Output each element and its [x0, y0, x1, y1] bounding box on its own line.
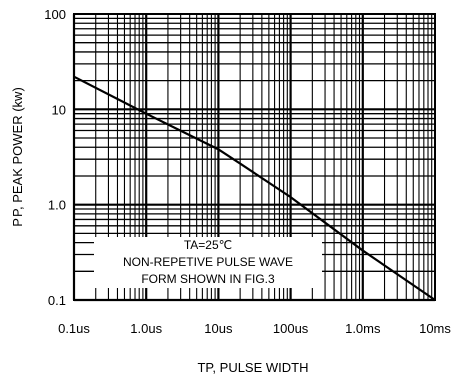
- y-axis-label: P P, PEAK POWER (kw): [10, 87, 25, 227]
- y-tick-label: 0.1: [48, 293, 66, 308]
- annotation-line-1: NON-REPETIVE PULSE WAVE: [122, 255, 294, 269]
- plot-frame: [73, 13, 436, 301]
- x-tick-label: 0.1us: [58, 321, 90, 336]
- y-tick-label: 1.0: [48, 198, 66, 213]
- x-tick-label: 1.0ms: [345, 321, 381, 336]
- x-tick-label: 100us: [273, 321, 309, 336]
- x-tick-label: 10us: [204, 321, 233, 336]
- y-tick-label: 10: [52, 102, 66, 117]
- annotation-box: TA=25℃ NON-REPETIVE PULSE WAVE FORM SHOW…: [94, 237, 322, 288]
- series-line: [73, 75, 436, 301]
- y-tick-labels: 0.1 1.0 10 100: [44, 7, 66, 308]
- x-axis-label: TP, PULSE WIDTH: [197, 360, 308, 375]
- annotation-condition: TA=25℃: [183, 238, 233, 252]
- x-tick-label: 10ms: [419, 321, 451, 336]
- x-tick-labels: 0.1us 1.0us 10us 100us 1.0ms 10ms: [58, 321, 451, 336]
- x-tick-label: 1.0us: [130, 321, 162, 336]
- annotation-line-2: FORM SHOWN IN FIG.3: [141, 272, 275, 286]
- y-tick-label: 100: [44, 7, 66, 22]
